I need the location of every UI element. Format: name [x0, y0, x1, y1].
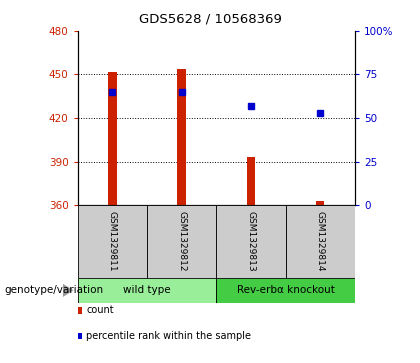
Bar: [216, 205, 286, 278]
Text: percentile rank within the sample: percentile rank within the sample: [87, 331, 252, 341]
Text: GDS5628 / 10568369: GDS5628 / 10568369: [139, 13, 281, 26]
Bar: [178, 69, 186, 205]
Text: GSM1329814: GSM1329814: [316, 211, 325, 272]
Bar: [78, 205, 147, 278]
Bar: [78, 278, 216, 303]
Text: GSM1329812: GSM1329812: [177, 211, 186, 272]
Text: genotype/variation: genotype/variation: [4, 285, 103, 295]
Text: Rev-erbα knockout: Rev-erbα knockout: [236, 285, 335, 295]
Text: count: count: [87, 305, 114, 315]
Text: wild type: wild type: [123, 285, 171, 295]
Bar: [316, 201, 324, 205]
Bar: [147, 205, 216, 278]
Bar: [216, 278, 355, 303]
Text: GSM1329811: GSM1329811: [108, 211, 117, 272]
Bar: [286, 205, 355, 278]
Text: GSM1329813: GSM1329813: [247, 211, 255, 272]
Polygon shape: [63, 284, 74, 297]
Bar: [108, 72, 116, 205]
Bar: [247, 157, 255, 205]
